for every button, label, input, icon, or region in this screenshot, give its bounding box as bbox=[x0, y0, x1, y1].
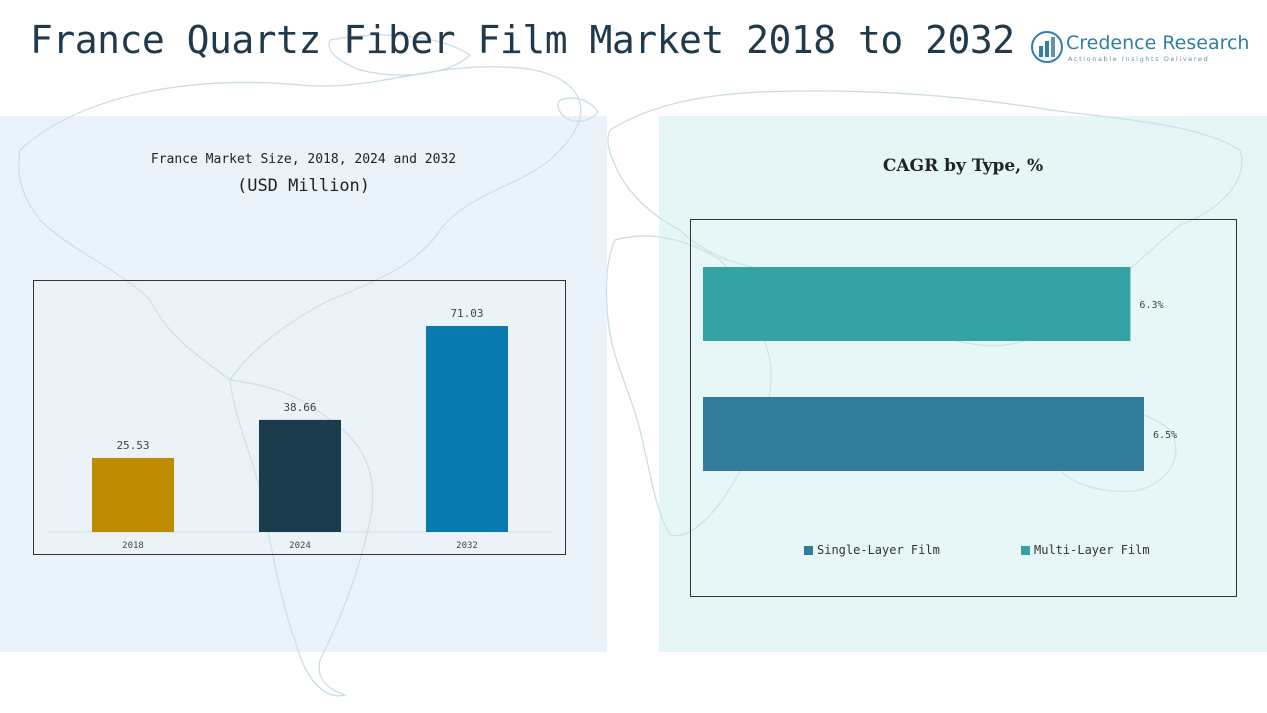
data-label-2032: 71.03 bbox=[450, 307, 483, 320]
market-size-panel: France Market Size, 2018, 2024 and 2032 … bbox=[0, 116, 607, 652]
data-label-2018: 25.53 bbox=[116, 439, 149, 452]
cagr-bar-chart: 6.3% 6.5% Single-Layer Film Multi-Layer F… bbox=[690, 219, 1237, 597]
market-size-chart-title: France Market Size, 2018, 2024 and 2032 bbox=[150, 152, 457, 167]
x-tick-2032: 2032 bbox=[456, 541, 478, 551]
bar-2018 bbox=[92, 457, 174, 532]
credence-research-logo: Credence Research Actionable Insights De… bbox=[1030, 30, 1250, 70]
cagr-legend: Single-Layer Film Multi-Layer Film bbox=[691, 543, 1236, 561]
page-title: France Quartz Fiber Film Market 2018 to … bbox=[30, 18, 1015, 62]
x-tick-2018: 2018 bbox=[122, 541, 144, 551]
market-size-bar-chart: 25.53 2018 38.66 2024 71.03 2032 bbox=[33, 280, 566, 555]
data-label-2024: 38.66 bbox=[283, 401, 316, 414]
legend-item-multi-layer: Multi-Layer Film bbox=[1021, 543, 1150, 557]
cagr-panel: CAGR by Type, % 6.3% 6.5% Single-Layer Fi… bbox=[659, 116, 1267, 652]
legend-label-multi-layer: Multi-Layer Film bbox=[1034, 543, 1150, 557]
data-label-multi-layer: 6.3% bbox=[1139, 300, 1163, 311]
legend-swatch-multi-layer bbox=[1021, 545, 1030, 555]
legend-label-single-layer: Single-Layer Film bbox=[817, 543, 940, 557]
legend-swatch-single-layer bbox=[804, 545, 813, 555]
bar-multi-layer bbox=[703, 267, 1131, 341]
data-label-single-layer: 6.5% bbox=[1153, 430, 1177, 441]
logo-tagline: Actionable Insights Delivered bbox=[1068, 55, 1210, 63]
cagr-chart-title: CAGR by Type, % bbox=[882, 156, 1044, 176]
cagr-bar-chart-svg: 6.3% 6.5% bbox=[703, 267, 1177, 471]
bar-2024 bbox=[259, 419, 341, 532]
market-size-bar-chart-svg: 25.53 2018 38.66 2024 71.03 2032 bbox=[48, 307, 551, 551]
market-size-chart-subtitle: (USD Million) bbox=[236, 176, 371, 196]
bar-2032 bbox=[426, 326, 508, 532]
bar-single-layer bbox=[703, 397, 1144, 471]
legend-item-single-layer: Single-Layer Film bbox=[804, 543, 940, 557]
logo-name: Credence Research bbox=[1066, 32, 1250, 54]
x-tick-2024: 2024 bbox=[289, 541, 311, 551]
bar-chart-circle-logo-icon bbox=[1031, 31, 1063, 63]
